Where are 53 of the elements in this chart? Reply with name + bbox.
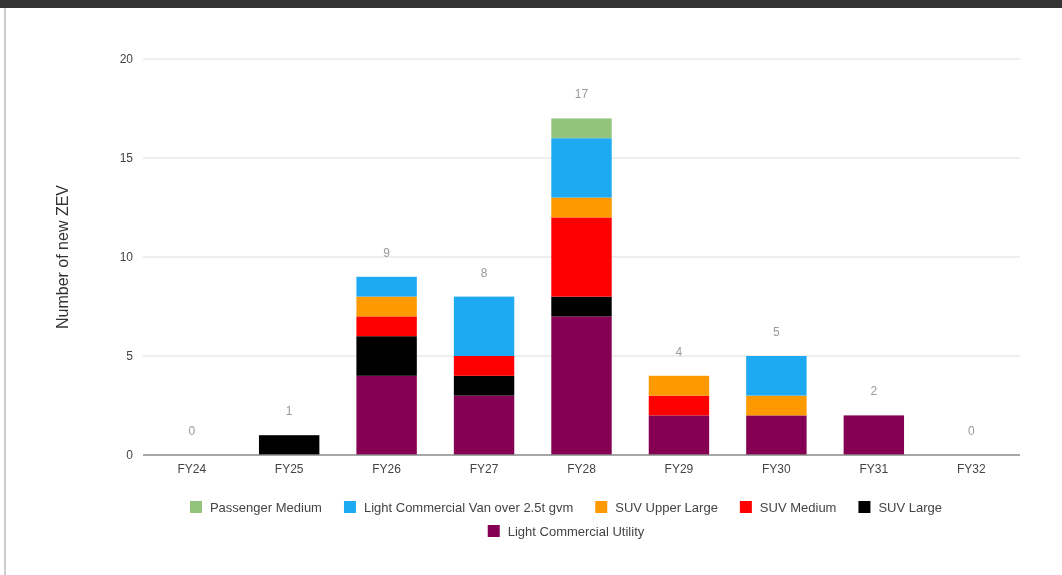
total-label: 2	[870, 384, 878, 399]
bar	[843, 415, 905, 455]
bar	[648, 395, 710, 416]
bar	[551, 138, 612, 198]
x-tick-label: FY30	[762, 462, 792, 476]
total-label: 0	[967, 424, 975, 438]
bar	[453, 395, 515, 455]
bar	[551, 118, 612, 139]
legend-label: SUV Upper Large	[615, 499, 718, 515]
bar	[356, 316, 417, 337]
total-label: 0	[188, 424, 196, 438]
bar	[258, 435, 320, 455]
x-tick-label: FY24	[177, 462, 207, 476]
y-tick-label: 5	[126, 349, 134, 364]
bar	[551, 197, 612, 218]
bar	[746, 415, 807, 455]
total-label: 8	[480, 265, 488, 280]
legend-label: Light Commercial Utility	[507, 523, 645, 539]
bar	[356, 276, 417, 297]
x-tick-label: FY28	[567, 462, 597, 476]
bar	[453, 296, 515, 356]
x-tick-label: FY32	[956, 462, 986, 476]
total-label: 9	[383, 245, 391, 260]
legend-label: SUV Medium	[759, 499, 837, 515]
x-tick-label: FY31	[859, 462, 889, 476]
y-tick-label: 20	[119, 52, 134, 67]
bar	[746, 395, 807, 416]
bar	[551, 296, 612, 317]
y-tick-label: 0	[126, 448, 134, 463]
x-tick-label: FY29	[664, 462, 694, 476]
total-label: 5	[773, 325, 781, 339]
legend-label: Light Commercial Van over 2.5t gvm	[363, 499, 574, 515]
bar	[551, 217, 612, 297]
x-tick-label: FY26	[372, 462, 402, 476]
bar	[453, 356, 515, 376]
legend-label: Passenger Medium	[209, 499, 322, 515]
legend-label: SUV Large	[878, 499, 943, 515]
bar	[356, 296, 417, 317]
bar	[356, 375, 417, 455]
bar	[356, 336, 417, 376]
bar	[648, 375, 710, 396]
total-label: 1	[285, 404, 293, 419]
bar	[551, 316, 612, 455]
bar	[648, 415, 710, 455]
x-tick-label: FY25	[274, 462, 304, 476]
y-axis-title: Number of new ZEV	[53, 184, 71, 330]
y-tick-label: 10	[119, 250, 134, 265]
y-tick-label: 15	[119, 151, 134, 166]
x-tick-label: FY27	[469, 462, 499, 476]
total-label: 4	[675, 344, 683, 359]
total-label: 17	[574, 87, 589, 102]
bar	[746, 356, 807, 396]
bar	[453, 375, 515, 396]
